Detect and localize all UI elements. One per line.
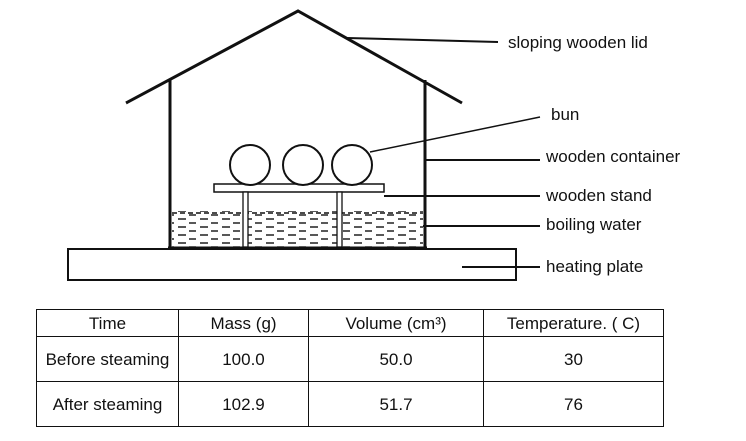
- cell-time: After steaming: [36, 381, 179, 427]
- cell-volume: 51.7: [308, 381, 484, 427]
- header-temperature: Temperature. ( C): [483, 309, 664, 337]
- steamer-drawing: sloping wooden lid bun wooden container …: [67, 9, 681, 281]
- leader-bun: [369, 116, 541, 153]
- stand-leg-right: [336, 191, 343, 248]
- boiling-water: [172, 211, 423, 247]
- cell-mass: 102.9: [178, 381, 309, 427]
- bun: [331, 144, 373, 186]
- bun: [229, 144, 271, 186]
- cell-time: Before steaming: [36, 336, 179, 382]
- cell-mass: 100.0: [178, 336, 309, 382]
- table-row: Before steaming 100.0 50.0 30: [36, 336, 664, 382]
- cell-temperature: 30: [483, 336, 664, 382]
- label-water: boiling water: [546, 215, 642, 234]
- label-bun: bun: [551, 105, 579, 124]
- table-header-row: Time Mass (g) Volume (cm³) Temperature. …: [36, 309, 664, 337]
- header-volume: Volume (cm³): [308, 309, 484, 337]
- leader-lid: [346, 37, 499, 43]
- header-time: Time: [36, 309, 179, 337]
- cell-volume: 50.0: [308, 336, 484, 382]
- stand-leg-left: [242, 191, 249, 248]
- bun: [282, 144, 324, 186]
- cell-temperature: 76: [483, 381, 664, 427]
- header-mass: Mass (g): [178, 309, 309, 337]
- table-row: After steaming 102.9 51.7 76: [36, 381, 664, 427]
- label-lid: sloping wooden lid: [508, 33, 648, 52]
- sloping-lid: [125, 9, 463, 105]
- label-plate: heating plate: [546, 257, 643, 276]
- label-container: wooden container: [545, 147, 681, 166]
- label-stand: wooden stand: [545, 186, 652, 205]
- results-table: Time Mass (g) Volume (cm³) Temperature. …: [36, 309, 664, 427]
- heating-plate: [67, 248, 517, 281]
